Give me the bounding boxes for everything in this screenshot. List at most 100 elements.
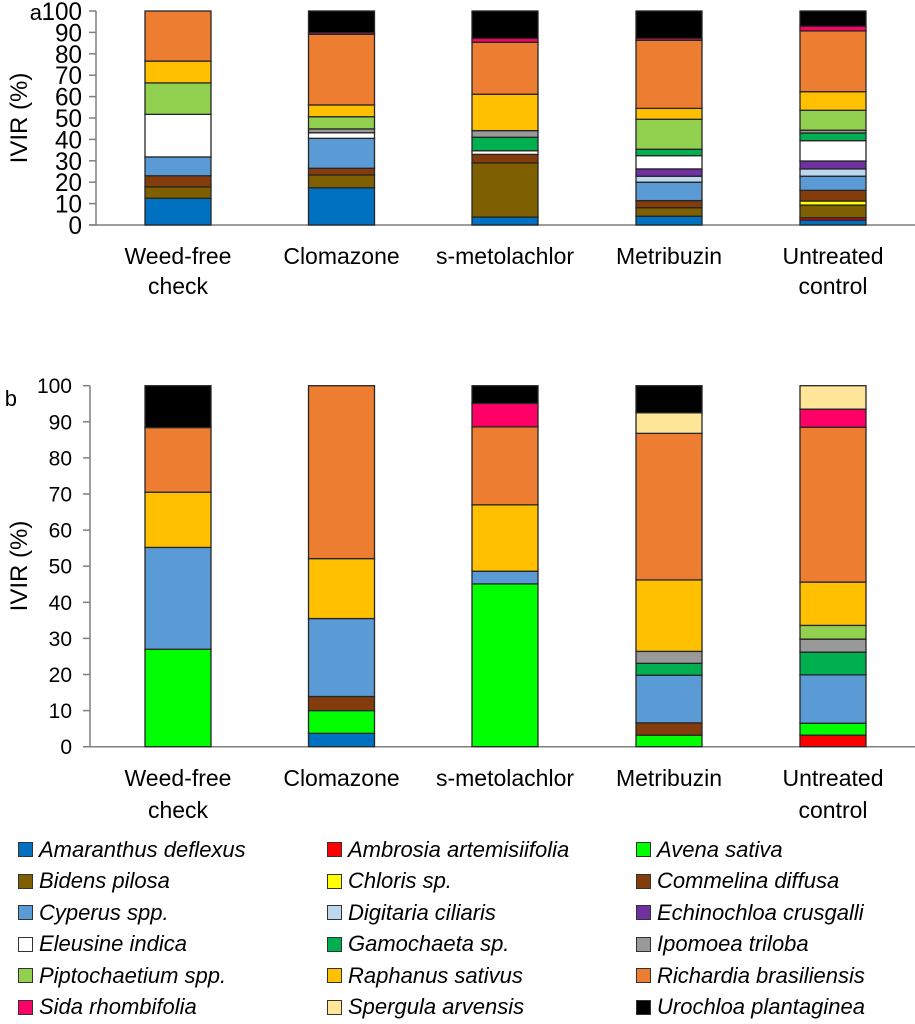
legend-swatch	[636, 968, 651, 984]
legend-swatch	[327, 936, 342, 952]
legend-item: Gamochaeta sp.	[327, 929, 636, 961]
legend-item: Eleusine indica	[18, 929, 327, 961]
bar-segment-ipomoea-triloba	[799, 638, 867, 653]
y-axis-title: IVIR (%)	[6, 521, 33, 612]
y-tick-label: 0	[69, 212, 83, 240]
legend-label: Ipomoea triloba	[657, 931, 809, 957]
bar-segment-piptochaetium-spp	[144, 82, 212, 116]
x-tick-label: Metribuzin	[616, 765, 722, 791]
bar-segment-avena-sativa	[471, 583, 539, 748]
bar-segment-sida-rhombifolia	[799, 25, 867, 32]
bar-segment-avena-sativa	[635, 734, 703, 748]
bar-segment-raphanus-sativus	[799, 91, 867, 111]
bar-segment-eleusine-indica	[144, 113, 212, 158]
y-tick-label: 40	[55, 126, 82, 154]
x-tick-label: Clomazone	[283, 243, 399, 269]
bar-segment-richardia-brasiliensis	[471, 41, 539, 95]
bar-segment-raphanus-sativus	[471, 504, 539, 572]
bar-segment-cyperus-spp	[471, 570, 539, 585]
bar-segment-cyperus-spp	[307, 137, 376, 169]
x-tick-label: Untreated	[782, 243, 883, 269]
y-tick-label: 20	[49, 664, 72, 687]
y-tick-label: 20	[55, 169, 82, 197]
bar-segment-cyperus-spp	[635, 674, 703, 724]
bar-segment-amaranthus-deflexus	[307, 732, 376, 748]
legend-item: Commelina diffusa	[636, 866, 915, 898]
panel-label: a	[30, 0, 43, 25]
legend-item: Echinochloa crusgalli	[636, 897, 915, 929]
y-tick-label: 10	[49, 700, 72, 723]
x-tick-label: Weed-free	[125, 243, 232, 269]
y-tick-label: 100	[37, 375, 72, 398]
panel-b: 0 10 20 30 40 50 60 70 80 90 100 IVIR (%) b Weed-free…	[5, 375, 915, 823]
bar-segment-urochloa-plantaginea	[307, 10, 376, 34]
bar-stack	[307, 10, 376, 226]
bar-segment-digitaria-ciliaris	[799, 168, 867, 177]
legend-item: Chloris sp.	[327, 866, 636, 898]
bar-segment-gamochaeta-sp	[471, 136, 539, 152]
y-tick-label: 90	[49, 411, 72, 434]
bar-segment-raphanus-sativus	[635, 579, 703, 653]
x-tick-label: control	[798, 273, 867, 299]
legend-swatch	[636, 842, 651, 858]
x-tick-label: s-metolachlor	[436, 243, 574, 269]
bar-segment-bidens-pilosa	[635, 207, 703, 217]
legend: Amaranthus deflexus Ambrosia artemisiifol…	[18, 834, 915, 1023]
legend-swatch	[636, 873, 651, 889]
y-tick-label: 50	[55, 105, 82, 133]
bar-stack	[799, 10, 867, 226]
legend-item: Digitaria ciliaris	[327, 897, 636, 929]
y-tick-label: 40	[49, 592, 72, 615]
bar-stack	[635, 385, 703, 748]
legend-swatch	[636, 905, 651, 921]
x-tick-label: check	[148, 273, 209, 299]
legend-item: Urochloa plantaginea	[636, 992, 915, 1024]
bar-segment-piptochaetium-spp	[799, 624, 867, 640]
legend-label: Chloris sp.	[348, 868, 452, 894]
legend-item: Raphanus sativus	[327, 960, 636, 992]
bar-segment-commelina-diffusa	[471, 153, 539, 164]
bar-segment-piptochaetium-spp	[635, 118, 703, 150]
bar-segment-urochloa-plantaginea	[471, 10, 539, 40]
legend-label: Sida rhombifolia	[39, 994, 197, 1020]
y-tick-label: 60	[49, 520, 72, 543]
bar-segment-digitaria-ciliaris	[635, 175, 703, 183]
bar-segment-bidens-pilosa	[799, 204, 867, 219]
legend-label: Richardia brasiliensis	[657, 962, 865, 988]
bar-stack	[307, 385, 376, 748]
bar-segment-raphanus-sativus	[471, 93, 539, 132]
bar-stack	[799, 385, 867, 748]
legend-item: Amaranthus deflexus	[18, 834, 327, 866]
legend-label: Gamochaeta sp.	[348, 931, 510, 957]
bar-segment-echinochloa-crusgalli	[635, 168, 703, 177]
bar-segment-amaranthus-deflexus	[307, 187, 376, 226]
legend-swatch	[327, 999, 342, 1015]
legend-swatch	[18, 905, 33, 921]
legend-swatch	[18, 873, 33, 889]
legend-label: Digitaria ciliaris	[348, 899, 496, 925]
bar-segment-amaranthus-deflexus	[635, 215, 703, 226]
legend-item: Ambrosia artemisiifolia	[327, 834, 636, 866]
bar-stack	[471, 10, 539, 226]
bar-segment-commelina-diffusa	[635, 722, 703, 736]
legend-swatch	[18, 999, 33, 1015]
bar-segment-sida-rhombifolia	[799, 408, 867, 428]
bar-segment-gamochaeta-sp	[799, 651, 867, 676]
bar-segment-gamochaeta-sp	[635, 148, 703, 157]
bar-segment-urochloa-plantaginea	[144, 385, 212, 429]
legend-swatch	[327, 873, 342, 889]
bar-segment-piptochaetium-spp	[799, 109, 867, 131]
bar-segment-urochloa-plantaginea	[635, 10, 703, 40]
bar-segment-cyperus-spp	[799, 674, 867, 724]
y-tick-label: 30	[55, 148, 82, 176]
legend-label: Urochloa plantaginea	[657, 994, 865, 1020]
y-tick-label: 10	[55, 191, 82, 219]
legend-swatch	[327, 842, 342, 858]
legend-item: Spergula arvensis	[327, 992, 636, 1024]
bar-segment-richardia-brasiliensis	[635, 432, 703, 581]
y-tick-label: 0	[60, 736, 72, 759]
y-tick-label: 100	[42, 0, 83, 26]
bar-segment-amaranthus-deflexus	[144, 197, 212, 226]
x-tick-label: Metribuzin	[616, 243, 722, 269]
